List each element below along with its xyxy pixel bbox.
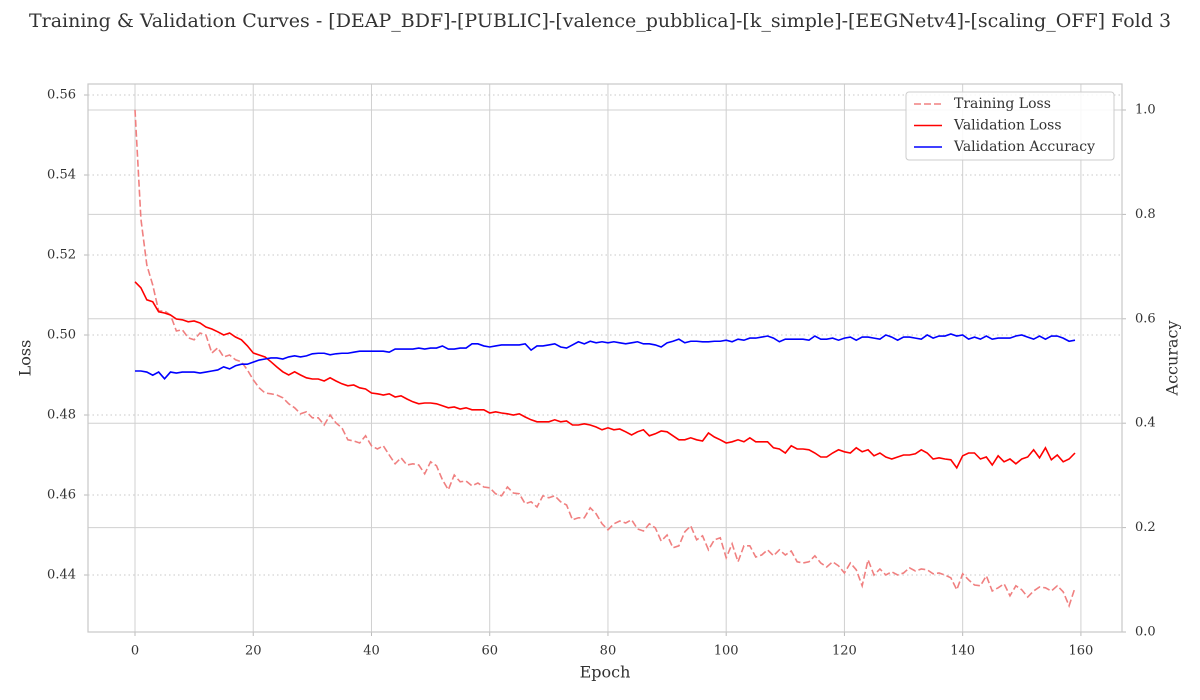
- y2-tick-label: 0.0: [1135, 625, 1156, 640]
- y-tick-label: 0.50: [47, 328, 76, 343]
- plot-frame: [87, 83, 1123, 633]
- y-tick-label: 0.48: [47, 408, 76, 423]
- x-tick-label: 0: [131, 644, 139, 659]
- y2-tick-label: 0.4: [1135, 416, 1156, 431]
- series-line: [134, 109, 1076, 609]
- y2-tick-label: 1.0: [1135, 102, 1156, 117]
- legend-label: Training Loss: [954, 96, 1051, 112]
- x-tick-label: 40: [363, 644, 380, 659]
- y2-tick-label: 0.6: [1135, 311, 1156, 326]
- chart-title: Training & Validation Curves - [DEAP_BDF…: [29, 10, 1171, 32]
- y-tick-label: 0.52: [47, 248, 76, 263]
- series-line: [134, 281, 1076, 470]
- y-tick-label: 0.44: [47, 568, 76, 583]
- x-tick-label: 20: [245, 644, 262, 659]
- y-axis-label: Loss: [16, 340, 35, 377]
- y2-axis-label: Accuracy: [1163, 321, 1182, 397]
- x-tick-label: 60: [481, 644, 498, 659]
- y-tick-label: 0.46: [47, 488, 76, 503]
- legend-label: Validation Accuracy: [953, 139, 1095, 155]
- x-tick-label: 140: [950, 644, 975, 659]
- x-axis-label: Epoch: [580, 663, 631, 682]
- legend-box: [905, 91, 1115, 161]
- y-tick-label: 0.54: [47, 168, 76, 183]
- legend-label: Validation Loss: [953, 118, 1062, 134]
- x-tick-label: 160: [1068, 644, 1093, 659]
- x-tick-label: 120: [832, 644, 857, 659]
- x-tick-label: 80: [600, 644, 617, 659]
- x-tick-label: 100: [714, 644, 739, 659]
- y2-tick-label: 0.8: [1135, 207, 1156, 222]
- y-tick-label: 0.56: [47, 88, 76, 103]
- y2-tick-label: 0.2: [1135, 520, 1156, 535]
- series-line: [135, 333, 1076, 381]
